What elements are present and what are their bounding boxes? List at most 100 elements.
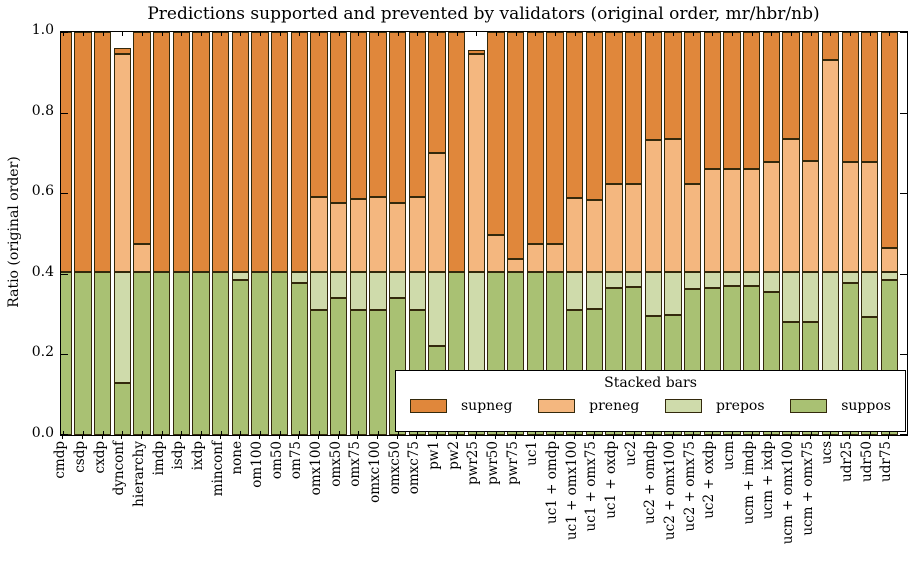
y-tick-label: 0.8 — [31, 102, 54, 119]
x-tick — [535, 32, 537, 36]
segment-preneg — [605, 183, 623, 272]
bar-csdp — [74, 32, 92, 435]
legend-entry-supneg: supneg — [410, 398, 512, 414]
segment-prepos — [841, 271, 859, 284]
segment-supneg — [212, 32, 230, 272]
segment-supneg — [684, 32, 702, 184]
x-tick — [358, 431, 360, 435]
x-tick-outer — [357, 435, 359, 439]
segment-supneg — [782, 32, 800, 139]
plot-area — [60, 31, 908, 436]
y-tick-label: 0.4 — [31, 263, 54, 280]
segment-suppos — [310, 310, 328, 435]
bar-cmdp — [61, 32, 72, 435]
segment-prepos — [330, 271, 348, 298]
segment-preneg — [841, 162, 859, 272]
segment-preneg — [389, 203, 407, 272]
x-tick — [633, 431, 635, 435]
y-tick — [61, 112, 68, 114]
segment-prepos — [389, 271, 407, 298]
x-tick — [633, 32, 635, 36]
segment-prepos — [802, 271, 820, 323]
segment-preneg — [762, 162, 780, 272]
x-tick-outer — [809, 435, 811, 439]
segment-preneg — [487, 235, 505, 272]
x-tick — [417, 32, 419, 36]
x-tick-outer — [495, 435, 497, 439]
x-tick — [810, 32, 812, 36]
x-tick-label: uc2 + omx75 — [681, 441, 698, 532]
x-tick-outer — [199, 435, 201, 439]
x-tick-label: csdp — [71, 441, 88, 473]
x-tick — [574, 32, 576, 36]
bar-hierarchy — [133, 32, 151, 435]
segment-suppos — [113, 382, 131, 435]
x-tick-outer — [750, 435, 752, 439]
x-tick — [200, 32, 202, 36]
x-tick — [378, 431, 380, 435]
x-tick — [279, 431, 281, 435]
x-tick-outer — [62, 435, 64, 439]
segment-preneg — [330, 203, 348, 272]
x-tick — [299, 431, 301, 435]
segment-supneg — [310, 32, 328, 198]
x-tick-outer — [534, 435, 536, 439]
segment-preneg — [310, 197, 328, 272]
x-tick-outer — [160, 435, 162, 439]
x-tick — [141, 431, 143, 435]
x-tick-label: ucs — [819, 441, 836, 465]
segment-suppos — [61, 271, 72, 435]
x-tick — [240, 32, 242, 36]
x-tick-outer — [416, 435, 418, 439]
legend-swatch-supneg — [410, 399, 447, 413]
segment-preneg — [743, 169, 761, 272]
segment-preneg — [546, 243, 564, 272]
x-tick — [476, 32, 478, 36]
segment-suppos — [349, 310, 367, 435]
segment-prepos — [231, 271, 249, 280]
bar-uc2 — [625, 32, 643, 435]
x-tick — [456, 431, 458, 435]
bar-minconf — [212, 32, 230, 435]
x-tick-label: cmdp — [52, 441, 69, 479]
segment-preneg — [684, 183, 702, 272]
x-tick — [378, 32, 380, 36]
y-tick-label: 0.2 — [31, 344, 54, 361]
x-tick — [141, 32, 143, 36]
y-tick — [900, 434, 907, 435]
x-tick-label: dynconf — [111, 441, 128, 496]
x-tick-label: imdp — [150, 441, 167, 476]
x-tick — [692, 431, 694, 435]
legend: Stacked bars supneg preneg prepos suppos — [395, 370, 906, 432]
segment-preneg — [880, 248, 899, 272]
segment-supneg — [585, 32, 603, 201]
legend-label: supneg — [461, 398, 513, 414]
y-tick — [61, 273, 68, 275]
segment-supneg — [428, 32, 446, 153]
x-tick — [456, 32, 458, 36]
legend-title: Stacked bars — [604, 375, 697, 391]
segment-preneg — [703, 169, 721, 272]
x-tick-outer — [514, 435, 516, 439]
segment-suppos — [271, 271, 289, 435]
segment-supneg — [330, 32, 348, 204]
segment-supneg — [664, 32, 682, 139]
segment-prepos — [625, 271, 643, 288]
x-tick-label: uc1 — [524, 441, 541, 466]
x-tick-label: uc2 — [622, 441, 639, 466]
x-tick — [338, 32, 340, 36]
segment-preneg — [566, 198, 584, 272]
segment-supneg — [290, 32, 308, 272]
segment-supneg — [821, 32, 840, 61]
x-tick — [338, 431, 340, 435]
x-tick-label: omxc50 — [386, 441, 403, 495]
segment-supneg — [448, 32, 466, 272]
legend-label: prepos — [716, 398, 765, 414]
chart-title: Predictions supported and prevented by v… — [147, 4, 820, 24]
x-tick — [614, 32, 616, 36]
bar-om50 — [271, 32, 289, 435]
segment-preneg — [585, 200, 603, 272]
segment-prepos — [762, 271, 780, 292]
x-tick — [319, 32, 320, 36]
x-tick-label: ucm + omx75 — [799, 441, 816, 536]
